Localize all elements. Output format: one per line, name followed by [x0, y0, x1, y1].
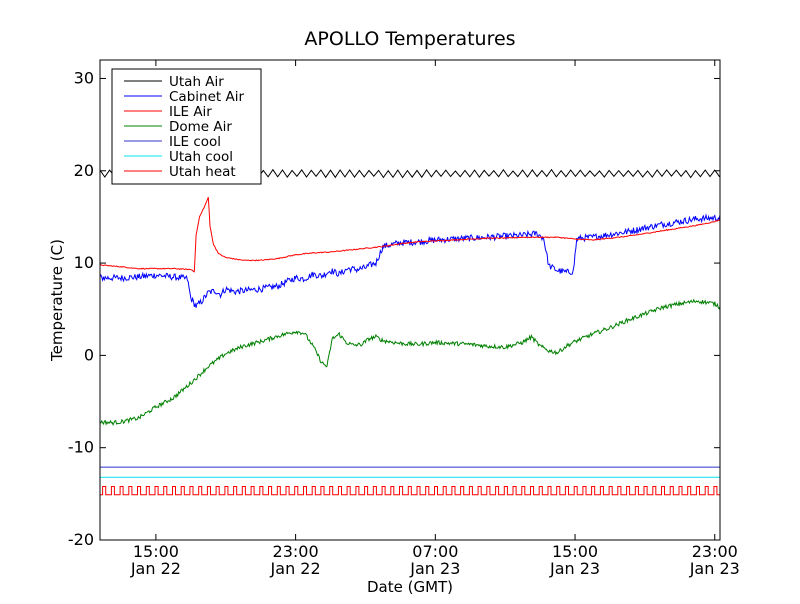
legend-label-dome-air: Dome Air: [169, 119, 232, 135]
legend-label-ile-air: ILE Air: [169, 104, 212, 120]
legend-label-utah-heat: Utah heat: [169, 164, 236, 180]
x-tick-label-time: 15:00: [552, 542, 598, 561]
series-line-ile-air: [99, 197, 721, 273]
x-tick-label-time: 23:00: [273, 542, 319, 561]
y-tick-label: -20: [68, 530, 94, 549]
x-tick-label-date: Jan 23: [549, 559, 600, 578]
x-tick-label-time: 15:00: [133, 542, 179, 561]
chart-title: APOLLO Temperatures: [304, 28, 515, 50]
y-tick-label: 30: [74, 68, 94, 87]
legend-label-cabinet-air: Cabinet Air: [169, 89, 244, 105]
x-tick-label-time: 07:00: [412, 542, 458, 561]
series-line-dome-air: [99, 298, 721, 426]
y-axis-label: Temperature (C): [48, 239, 66, 362]
x-tick-label-date: Jan 23: [689, 559, 740, 578]
x-tick-label-date: Jan 22: [130, 559, 181, 578]
legend-label-utah-cool: Utah cool: [169, 149, 233, 165]
series-line-cabinet-air: [99, 213, 721, 308]
x-tick-label-date: Jan 23: [409, 559, 460, 578]
series-line-utah-heat: [100, 486, 720, 496]
x-tick-label-date: Jan 22: [270, 559, 321, 578]
y-tick-label: 10: [74, 253, 94, 272]
y-tick-label: -10: [68, 438, 94, 457]
x-axis-label: Date (GMT): [367, 578, 453, 596]
x-tick-label-time: 23:00: [692, 542, 738, 561]
y-tick-label: 20: [74, 161, 94, 180]
y-tick-label: 0: [84, 345, 94, 364]
legend-label-ile-cool: ILE cool: [169, 134, 221, 150]
plot-frame: [99, 59, 721, 541]
legend-label-utah-air: Utah Air: [169, 74, 224, 90]
